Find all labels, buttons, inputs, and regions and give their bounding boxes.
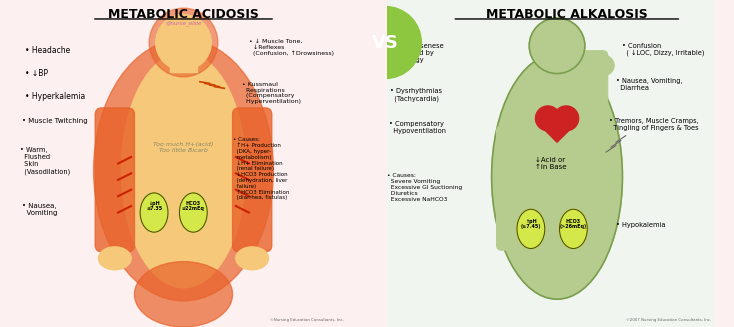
Circle shape xyxy=(553,106,578,131)
Text: HCO3
≤22mEq: HCO3 ≤22mEq xyxy=(182,200,205,212)
Circle shape xyxy=(536,106,560,131)
Text: • Causes:
  Severe Vomiting
  Excessive GI Suctioning
  Diuretics
  Excessive Na: • Causes: Severe Vomiting Excessive GI S… xyxy=(387,173,462,201)
Text: • Headache: • Headache xyxy=(25,46,70,55)
Ellipse shape xyxy=(585,54,614,77)
Text: ©2007 Nursing Education Consultants, Inc.: ©2007 Nursing Education Consultants, Inc… xyxy=(625,318,711,322)
Text: ↓pH
≤7.35: ↓pH ≤7.35 xyxy=(146,200,162,212)
Text: • Confusion
  ( ↓LOC, Dizzy, Irritable): • Confusion ( ↓LOC, Dizzy, Irritable) xyxy=(622,43,705,56)
Polygon shape xyxy=(536,121,578,142)
Text: • Warm,
  Flushed
  Skin
  (Vasodilation): • Warm, Flushed Skin (Vasodilation) xyxy=(20,147,70,175)
Ellipse shape xyxy=(559,209,587,249)
Ellipse shape xyxy=(140,193,168,232)
Text: • Hyperkalemia: • Hyperkalemia xyxy=(25,92,85,101)
Text: • Tremors, Muscle Cramps,
  Tingling of Fingers & Toes: • Tremors, Muscle Cramps, Tingling of Fi… xyxy=(609,118,699,131)
Text: METABOLIC ACIDOSIS: METABOLIC ACIDOSIS xyxy=(108,8,259,21)
Text: ©Nursing Education Consultants, Inc.: ©Nursing Education Consultants, Inc. xyxy=(270,318,344,322)
Text: ↑pH
(≥7.45): ↑pH (≥7.45) xyxy=(520,218,541,230)
Text: • Nausea, Vomiting,
  Diarrhea: • Nausea, Vomiting, Diarrhea xyxy=(616,78,683,92)
Ellipse shape xyxy=(134,262,233,327)
Text: • Muscle Twitching: • Muscle Twitching xyxy=(21,118,87,124)
Circle shape xyxy=(529,18,585,74)
FancyBboxPatch shape xyxy=(575,51,608,142)
Circle shape xyxy=(149,8,218,77)
FancyBboxPatch shape xyxy=(95,108,134,252)
Ellipse shape xyxy=(93,39,274,301)
Ellipse shape xyxy=(121,52,246,288)
FancyBboxPatch shape xyxy=(496,126,529,250)
Text: • Dysrhythmias
  (Tachycardia): • Dysrhythmias (Tachycardia) xyxy=(390,88,443,102)
Text: • Causes:
  ↑H+ Production
  (DKA, hyper-
  metabolism)
  ↓H+ Elimination
  (ren: • Causes: ↑H+ Production (DKA, hyper- me… xyxy=(233,137,289,200)
Text: METABOLIC ALKALOSIS: METABOLIC ALKALOSIS xyxy=(486,8,647,21)
Ellipse shape xyxy=(98,247,131,270)
Text: • Nausea,
  Vomiting: • Nausea, Vomiting xyxy=(21,203,57,216)
Text: • Hypokalemia: • Hypokalemia xyxy=(616,222,666,228)
Ellipse shape xyxy=(179,193,207,232)
FancyBboxPatch shape xyxy=(233,108,272,252)
Text: • Restlessenese
  Followed by
  Lethargy: • Restlessenese Followed by Lethargy xyxy=(390,43,444,62)
Text: @nurse_elsie: @nurse_elsie xyxy=(165,20,202,26)
Text: HCO3
(>26mEq): HCO3 (>26mEq) xyxy=(560,218,587,230)
Ellipse shape xyxy=(517,209,545,249)
Text: • Kussmaul
  Respirations
  (Compensatory
  Hyperventilation): • Kussmaul Respirations (Compensatory Hy… xyxy=(242,82,302,104)
Text: • ↓BP: • ↓BP xyxy=(25,69,48,78)
Text: • ↓ Muscle Tone,
  ↓Reflexes
  (Confusion, ↑Drowsiness): • ↓ Muscle Tone, ↓Reflexes (Confusion, ↑… xyxy=(249,39,334,56)
Ellipse shape xyxy=(236,247,269,270)
Text: Too much H+(acid)
Too little Bicarb: Too much H+(acid) Too little Bicarb xyxy=(153,142,214,153)
Text: ↓Acid or
↑in Base: ↓Acid or ↑in Base xyxy=(535,157,566,170)
Text: VS: VS xyxy=(372,33,399,52)
Ellipse shape xyxy=(492,54,622,299)
Bar xyxy=(170,52,197,72)
Text: • Compensatory
  Hypoventilation: • Compensatory Hypoventilation xyxy=(388,121,446,134)
Circle shape xyxy=(349,7,421,78)
Circle shape xyxy=(156,15,211,70)
